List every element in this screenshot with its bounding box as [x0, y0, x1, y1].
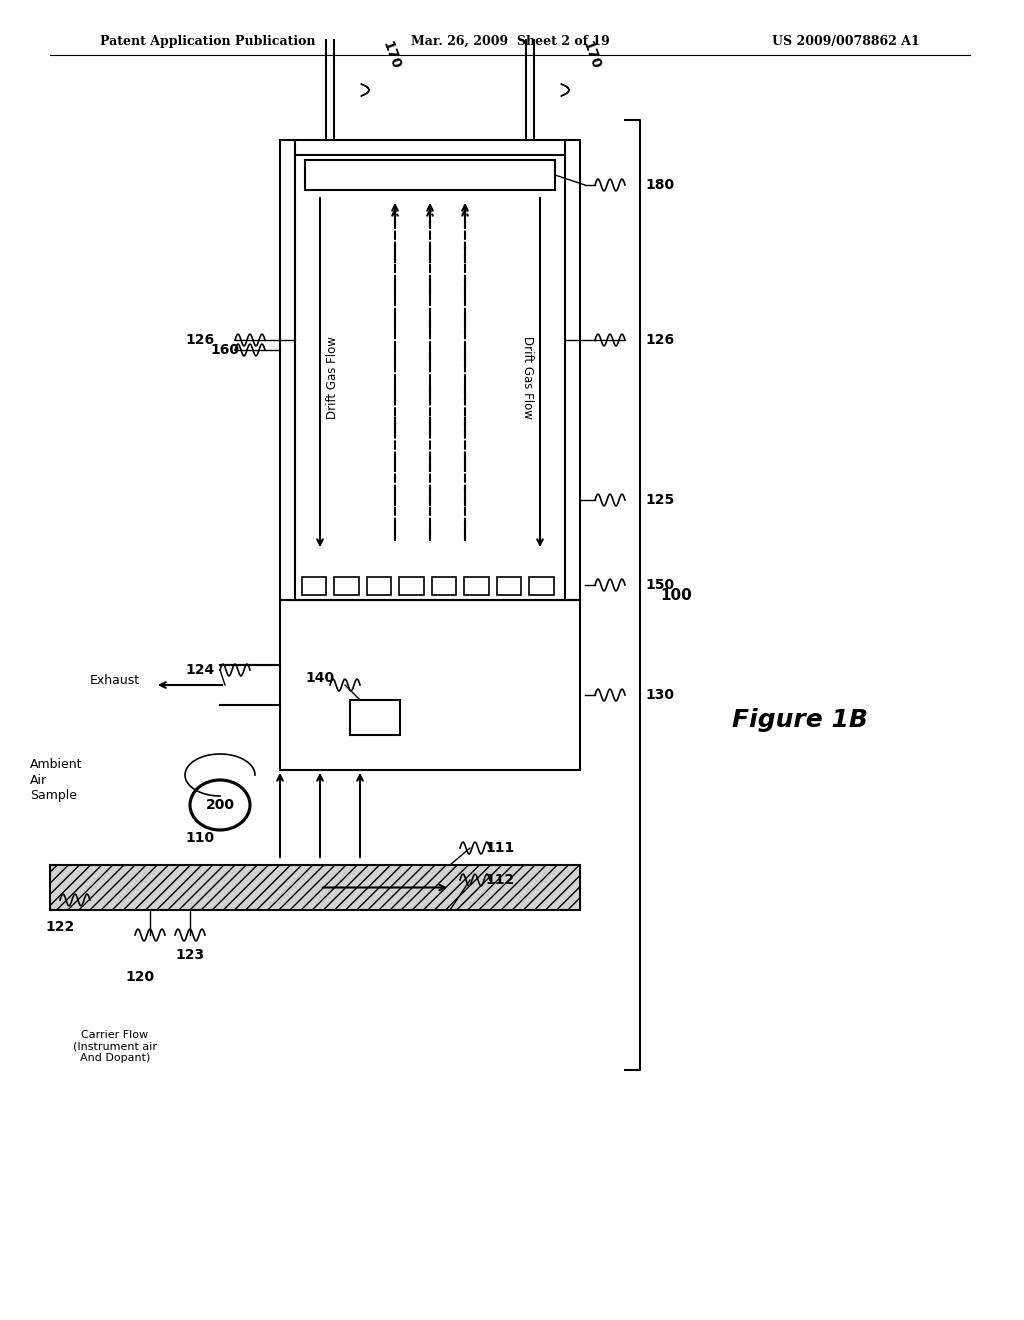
Text: 140: 140: [305, 671, 335, 685]
Bar: [465, 577, 489, 595]
Text: Drift Gas Flow: Drift Gas Flow: [327, 337, 340, 418]
Text: 130: 130: [645, 688, 674, 702]
Bar: [305, 160, 555, 190]
Text: 100: 100: [660, 587, 692, 602]
Text: 160: 160: [211, 343, 240, 356]
Bar: [350, 700, 400, 735]
Text: 123: 123: [175, 948, 205, 962]
Bar: [432, 577, 457, 595]
Text: 200: 200: [206, 799, 234, 812]
Text: 170: 170: [380, 40, 403, 71]
Text: 150: 150: [645, 578, 674, 591]
Text: Patent Application Publication: Patent Application Publication: [100, 36, 315, 48]
Text: 111: 111: [485, 841, 514, 855]
Text: 125: 125: [645, 492, 674, 507]
Text: Mar. 26, 2009  Sheet 2 of 19: Mar. 26, 2009 Sheet 2 of 19: [411, 36, 609, 48]
Text: 110: 110: [185, 832, 215, 845]
Text: 170: 170: [580, 40, 603, 71]
Text: US 2009/0078862 A1: US 2009/0078862 A1: [772, 36, 920, 48]
Bar: [399, 577, 424, 595]
Bar: [280, 601, 580, 770]
Bar: [335, 577, 359, 595]
Text: 112: 112: [485, 873, 514, 887]
Text: Drift Gas Flow: Drift Gas Flow: [520, 337, 534, 418]
Text: 180: 180: [645, 178, 674, 191]
Text: 124: 124: [185, 663, 215, 677]
Bar: [367, 577, 391, 595]
Text: 126: 126: [645, 333, 674, 347]
Text: Figure 1B: Figure 1B: [732, 708, 868, 733]
Text: 122: 122: [45, 920, 75, 935]
Bar: [50, 865, 580, 909]
Bar: [529, 577, 554, 595]
Bar: [497, 577, 521, 595]
Text: 126: 126: [186, 333, 215, 347]
Text: Carrier Flow
(Instrument air
And Dopant): Carrier Flow (Instrument air And Dopant): [73, 1030, 157, 1063]
Text: 120: 120: [125, 970, 155, 983]
Text: Ambient
Air
Sample: Ambient Air Sample: [30, 759, 83, 801]
Bar: [302, 577, 327, 595]
Text: Exhaust: Exhaust: [90, 673, 140, 686]
Bar: [280, 140, 580, 601]
